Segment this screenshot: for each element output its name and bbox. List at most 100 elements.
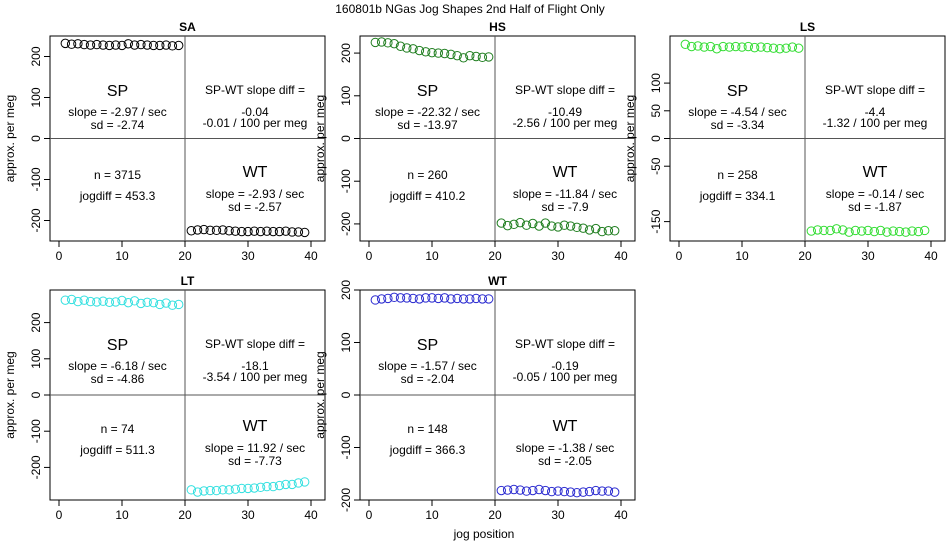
sp-point	[731, 41, 741, 52]
sp-point	[414, 45, 425, 56]
sp-point	[104, 297, 115, 308]
wt-point	[502, 220, 513, 231]
slope-diff-value: -4.4	[865, 105, 886, 119]
sp-point	[142, 297, 152, 308]
wt-point	[205, 485, 215, 496]
wt-point	[268, 226, 278, 237]
sp-point	[724, 42, 735, 52]
wt-label: WT	[553, 164, 578, 181]
sp-point	[421, 47, 431, 57]
wt-point	[572, 487, 582, 498]
panel-title: WT	[488, 274, 507, 288]
wt-point	[243, 483, 253, 494]
wt-point	[224, 226, 234, 236]
y-tick-label: 0	[29, 391, 43, 398]
wt-point	[515, 485, 525, 495]
y-tick-label: 100	[649, 73, 663, 93]
jogdiff: jogdiff = 410.2	[389, 189, 466, 203]
wt-point	[572, 222, 582, 233]
sp-point	[104, 40, 115, 51]
sp-point	[79, 295, 89, 305]
n-count: n = 258	[717, 168, 758, 182]
sp-point	[376, 294, 387, 304]
wt-point	[262, 226, 272, 236]
wt-point	[281, 226, 291, 236]
sp-point	[98, 296, 108, 306]
y-tick-label: 200	[339, 43, 353, 63]
y-axis-label: approx. per meg	[623, 95, 637, 182]
x-tick-label: 10	[425, 508, 439, 522]
wt-point	[218, 225, 228, 235]
wt-slope: slope = -1.38 / sec	[516, 441, 614, 455]
sp-point	[129, 40, 140, 50]
wt-slope: slope = -11.84 / sec	[513, 187, 617, 201]
sp-point	[85, 40, 96, 50]
sp-point	[458, 294, 469, 304]
x-tick-label: 40	[614, 249, 628, 263]
jogdiff: jogdiff = 366.3	[389, 443, 466, 457]
wt-point	[515, 217, 525, 228]
wt-label: WT	[243, 418, 268, 435]
sp-label: SP	[107, 83, 128, 100]
slope-diff-per-meg: -2.56 / 100 per meg	[513, 116, 618, 130]
wt-point	[547, 221, 557, 231]
slope-diff-per-meg: -0.01 / 100 per meg	[203, 116, 308, 130]
x-tick-label: 0	[366, 508, 373, 522]
slope-diff-title: SP-WT slope diff =	[825, 83, 925, 97]
wt-sd: sd = -7.9	[541, 200, 588, 214]
sp-point	[775, 44, 785, 54]
y-tick-label: 200	[29, 46, 43, 66]
sp-point	[471, 51, 481, 62]
wt-point	[559, 220, 569, 230]
wt-point	[218, 485, 228, 495]
wt-point	[565, 221, 576, 231]
wt-slope: slope = -2.93 / sec	[206, 187, 304, 201]
wt-point	[553, 222, 563, 232]
wt-point	[882, 227, 892, 237]
sp-point	[60, 295, 71, 305]
wt-label: WT	[863, 164, 888, 181]
sp-point	[680, 39, 690, 50]
x-tick-label: 10	[735, 249, 749, 263]
slope-diff-value: -0.19	[551, 359, 579, 373]
sp-point	[389, 38, 399, 49]
wt-point	[838, 225, 848, 235]
slope-diff-value: -10.49	[548, 105, 582, 119]
wt-point	[274, 480, 285, 491]
sp-point	[787, 42, 798, 52]
wt-point	[496, 485, 506, 496]
sp-point	[136, 39, 146, 50]
sp-point	[161, 298, 171, 308]
y-tick-label: 0	[339, 135, 353, 142]
sp-point	[111, 297, 121, 307]
sp-point	[129, 296, 140, 306]
sp-point	[167, 300, 178, 310]
wt-point	[255, 226, 266, 237]
panel-title: SA	[179, 20, 196, 34]
x-tick-label: 0	[56, 508, 63, 522]
sp-point	[433, 48, 443, 58]
panel-title: LS	[800, 20, 815, 34]
wt-point	[211, 485, 222, 496]
sp-point	[439, 293, 450, 303]
wt-point	[894, 226, 905, 237]
sp-slope: slope = -6.18 / sec	[68, 359, 166, 373]
wt-point	[603, 226, 614, 236]
y-axis-label: approx. per meg	[313, 95, 327, 182]
y-tick-label: -100	[29, 419, 43, 443]
y-tick-label: 100	[29, 348, 43, 368]
wt-point	[287, 227, 297, 237]
sp-point	[161, 40, 171, 50]
sp-point	[402, 43, 412, 53]
x-tick-label: 30	[861, 249, 875, 263]
y-tick-label: -100	[339, 435, 353, 459]
jogdiff: jogdiff = 334.1	[699, 189, 776, 203]
wt-point	[534, 221, 544, 231]
sp-point	[446, 49, 456, 60]
sp-point	[383, 38, 393, 48]
wt-point	[293, 227, 304, 237]
x-tick-label: 10	[115, 508, 129, 522]
sp-point	[421, 293, 431, 303]
wt-point	[521, 220, 532, 230]
